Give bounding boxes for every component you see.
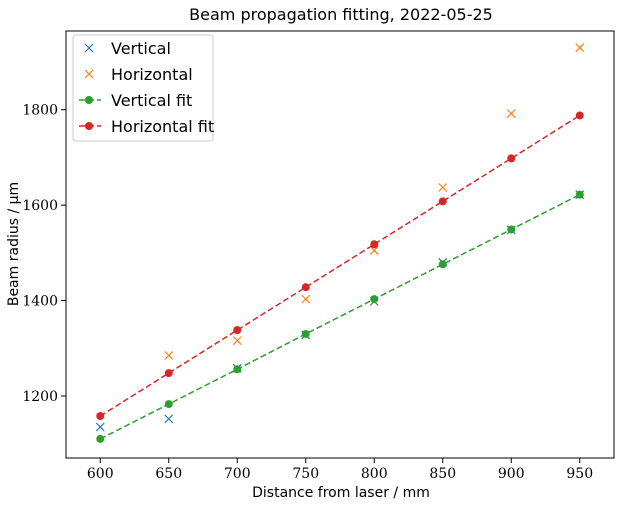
data-point	[233, 326, 242, 335]
x-tick-label: 850	[429, 466, 456, 482]
legend-label: Vertical	[111, 39, 171, 58]
series-horizontal	[164, 43, 585, 360]
x-tick-label: 900	[498, 466, 525, 482]
legend-box	[72, 34, 214, 142]
x-tick-label: 700	[224, 466, 251, 482]
x-tick-label: 750	[292, 466, 319, 482]
chart-axes: 600 650 700 750 800 850 900 950 1200 1400 1600 1800	[22, 103, 593, 482]
y-tick-label: 1600	[22, 198, 58, 214]
x-axis-label: Distance from laser / mm	[252, 485, 430, 501]
data-point	[232, 336, 242, 346]
x-tick-label: 950	[566, 466, 593, 482]
legend-entry-vertical-fit: Vertical fit	[79, 91, 192, 110]
data-point	[575, 111, 584, 120]
series-line-horizontal-fit	[99, 114, 581, 417]
data-point	[506, 109, 516, 118]
data-point	[96, 434, 105, 443]
legend-marker	[84, 69, 94, 79]
data-point	[369, 246, 379, 255]
data-point	[438, 197, 447, 206]
legend-entry-horizontal-fit: Horizontal fit	[79, 117, 214, 136]
x-tick-label: 600	[87, 466, 114, 482]
data-point	[164, 369, 173, 378]
data-point	[507, 154, 516, 163]
y-axis-label: Beam radius / μm	[6, 182, 22, 306]
data-point	[301, 283, 310, 292]
series-vertical-fit	[96, 190, 584, 443]
data-point	[301, 294, 311, 304]
data-point	[370, 295, 379, 304]
chart-marks	[95, 43, 585, 443]
legend-label: Vertical fit	[111, 91, 192, 110]
legend-entry-horizontal: Horizontal	[84, 65, 193, 84]
y-tick-label: 1800	[22, 103, 58, 119]
series-horizontal-fit	[96, 111, 584, 421]
y-tick-label: 1400	[22, 294, 58, 310]
data-point	[575, 190, 584, 199]
data-point	[95, 422, 105, 432]
legend-marker	[84, 43, 94, 53]
data-point	[96, 412, 105, 421]
data-point	[233, 365, 242, 374]
legend-label: Horizontal	[111, 65, 193, 84]
legend: Vertical Horizontal Vertical fit Horizontal…	[72, 34, 214, 142]
legend-marker	[85, 96, 93, 104]
data-point	[164, 400, 173, 409]
y-tick-label: 1200	[22, 389, 58, 405]
data-point	[438, 183, 448, 192]
data-point	[507, 225, 516, 234]
legend-entry-vertical: Vertical	[84, 39, 171, 58]
data-point	[164, 351, 174, 360]
chart-title: Beam propagation fitting, 2022-05-25	[189, 5, 493, 24]
data-point	[301, 329, 310, 338]
data-point	[438, 260, 447, 269]
legend-marker	[85, 122, 93, 130]
x-tick-label: 800	[361, 466, 388, 482]
data-point	[575, 43, 585, 53]
data-point	[370, 240, 379, 249]
x-tick-label: 650	[155, 466, 182, 482]
data-point	[164, 414, 174, 424]
legend-label: Horizontal fit	[111, 117, 214, 136]
